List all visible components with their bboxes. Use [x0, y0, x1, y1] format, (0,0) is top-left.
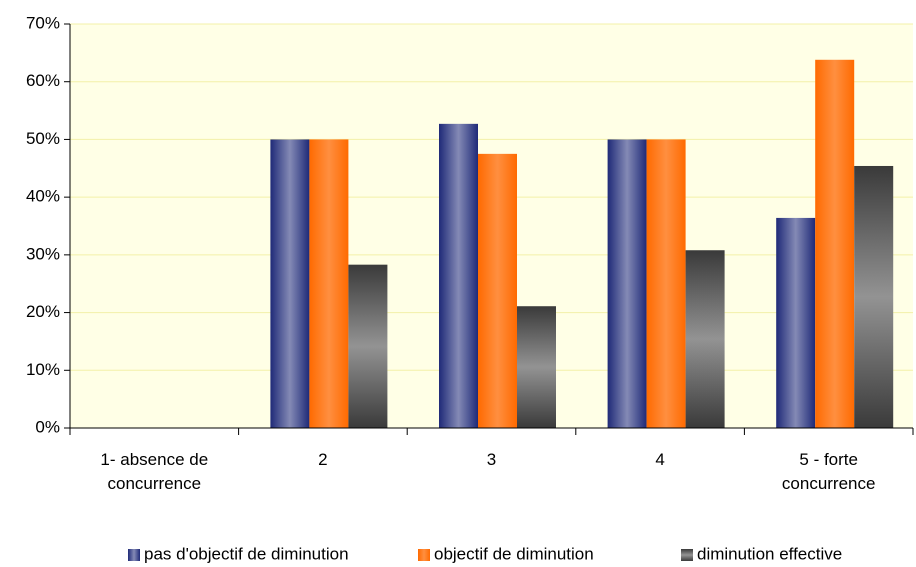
y-tick-label: 30%: [26, 244, 60, 263]
y-tick-label: 50%: [26, 129, 60, 148]
bar: [439, 123, 478, 429]
bar: [815, 59, 855, 428]
bar: [685, 250, 725, 428]
legend-label: objectif de diminution: [434, 544, 594, 563]
y-tick-label: 10%: [26, 360, 60, 379]
bar: [270, 139, 310, 428]
legend-label: pas d'objectif de diminution: [144, 544, 349, 563]
x-tick-label: 1- absence de concurrence: [100, 450, 209, 493]
bar: [309, 139, 349, 428]
x-tick-label: 2: [318, 450, 328, 469]
bar: [517, 306, 556, 428]
bar: [854, 165, 894, 428]
legend-swatch: [418, 549, 430, 561]
legend-swatch: [128, 549, 140, 561]
legend-label: diminution effective: [697, 544, 842, 563]
bar: [348, 264, 388, 428]
bar: [478, 153, 517, 428]
x-tick-label: 5 - forte concurrence: [781, 450, 876, 493]
y-tick-label: 0%: [35, 417, 60, 436]
y-tick-label: 20%: [26, 302, 60, 321]
y-tick-label: 60%: [26, 71, 60, 90]
bar: [607, 139, 647, 428]
bar: [776, 217, 816, 428]
y-tick-label: 40%: [26, 187, 60, 206]
legend-swatch: [681, 549, 693, 561]
x-tick-label: 3: [486, 450, 497, 469]
x-tick-label: 4: [655, 450, 665, 469]
y-tick-label: 70%: [26, 13, 60, 32]
bar: [646, 139, 686, 428]
